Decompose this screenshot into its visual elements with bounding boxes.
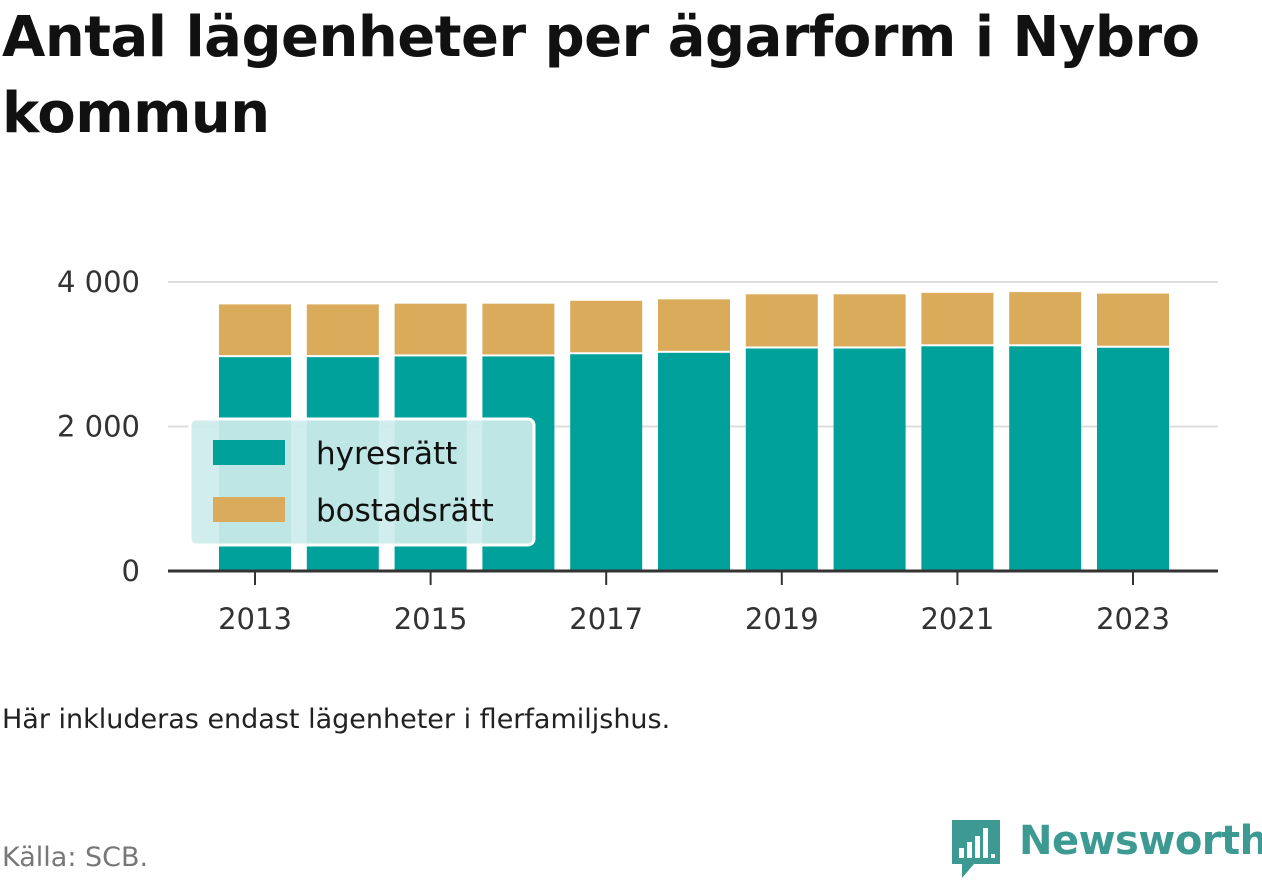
bar-bostadsratt-2020 [833,294,906,347]
bar-bostadsratt-2015 [394,303,467,355]
legend-label: hyresrätt [316,436,457,472]
y-axis-ticks: 0 2 000 4 000 [57,265,140,588]
x-tick-label: 2019 [745,602,819,636]
bar-bostadsratt-2013 [219,304,291,356]
source-text: Källa: SCB. [2,842,149,873]
y-tick-label: 0 [122,554,140,588]
x-tick-label: 2021 [920,602,994,636]
bar-hyresratt-2017 [570,354,643,571]
bar-bostadsratt-2018 [658,299,730,351]
bar-hyresratt-2022 [1009,346,1082,571]
bar-bostadsratt-2014 [306,304,379,356]
bar-bostadsratt-2023 [1097,293,1169,346]
bar-hyresratt-2021 [921,346,994,571]
legend: hyresrätt bostadsrätt [188,417,536,547]
legend-swatch [213,440,285,465]
stacked-bar-chart: 0 2 000 4 000 2013 2015 2017 2019 2021 2023 hyr… [57,265,1218,636]
chart-title: Antal lägenheter per ägarform i Nybro ko… [2,5,1200,146]
x-tick-label: 2017 [569,602,643,636]
bar-bostadsratt-2021 [921,292,994,345]
y-tick-label: 2 000 [57,410,140,444]
bar-hyresratt-2020 [833,348,906,571]
x-axis-ticks: 2013 2015 2017 2019 2021 2023 [218,571,1170,636]
bar-hyresratt-2023 [1097,347,1169,571]
bar-bostadsratt-2022 [1009,292,1082,345]
x-tick-label: 2023 [1096,602,1170,636]
brand-name: Newsworthy [1019,818,1262,864]
chart-note: Här inkluderas endast lägenheter i flerf… [2,704,671,735]
bar-bostadsratt-2017 [570,300,643,353]
bar-bostadsratt-2016 [482,303,555,355]
bar-hyresratt-2019 [745,348,818,571]
legend-label: bostadsrätt [316,493,494,529]
bar-bostadsratt-2019 [745,294,818,347]
y-tick-label: 4 000 [57,265,140,299]
legend-swatch [213,497,285,522]
bar-hyresratt-2018 [658,352,730,571]
newsworthy-logo-icon [952,820,1000,878]
x-tick-label: 2013 [218,602,292,636]
x-tick-label: 2015 [394,602,468,636]
